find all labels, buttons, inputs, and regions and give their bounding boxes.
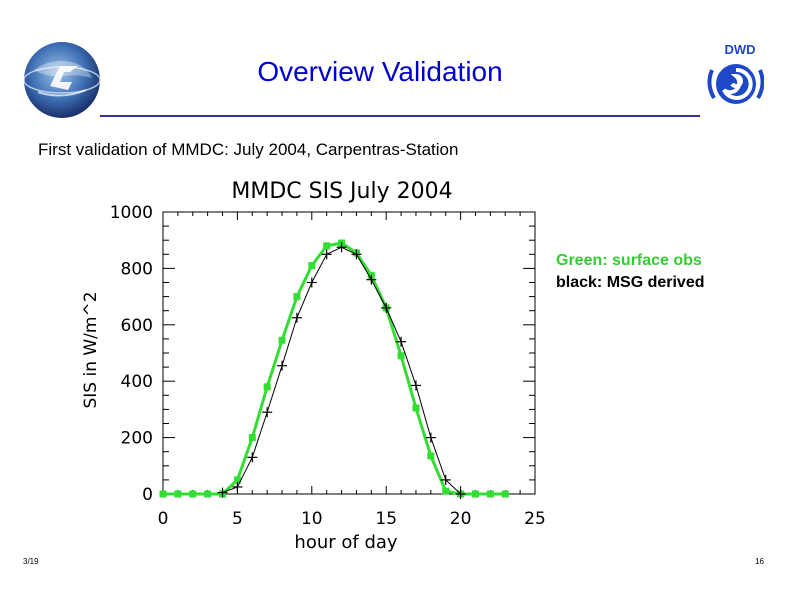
- data-point: [323, 242, 331, 250]
- series-line: [222, 246, 461, 495]
- data-point: [471, 490, 479, 498]
- footer-page-number: 16: [755, 557, 764, 566]
- data-point: [278, 336, 286, 344]
- y-tick-label: 200: [121, 429, 153, 449]
- data-point: [263, 383, 271, 391]
- data-point: [427, 452, 435, 460]
- footer-date: 3/19: [23, 557, 39, 566]
- data-point: [366, 274, 377, 285]
- legend-black: black: MSG derived: [556, 274, 705, 291]
- series-line: [163, 241, 506, 496]
- data-point: [486, 490, 494, 498]
- y-axis-label: SIS in W/m^2: [81, 291, 101, 408]
- svg-text:DWD: DWD: [724, 42, 755, 57]
- y-tick-label: 400: [121, 372, 153, 392]
- data-point: [174, 490, 182, 498]
- page-subtitle: First validation of MMDC: July 2004, Car…: [38, 140, 459, 159]
- series-MSG-derived: [217, 242, 466, 499]
- data-point: [440, 474, 451, 485]
- data-point: [455, 489, 466, 499]
- data-point: [412, 404, 420, 412]
- data-point: [248, 434, 256, 442]
- data-point: [410, 380, 421, 391]
- data-point: [233, 476, 241, 484]
- data-point: [232, 481, 243, 492]
- data-point: [396, 336, 407, 347]
- data-point: [442, 487, 450, 495]
- y-tick-label: 0: [142, 485, 153, 505]
- data-point: [381, 302, 392, 313]
- x-tick-label: 10: [301, 509, 323, 529]
- data-point: [351, 249, 362, 260]
- y-tick-label: 600: [121, 316, 153, 336]
- data-point: [306, 277, 317, 288]
- chart-legend: Green: surface obs black: MSG derived: [556, 250, 705, 294]
- data-point: [321, 249, 332, 260]
- x-tick-label: 15: [375, 509, 397, 529]
- data-point: [277, 360, 288, 371]
- x-tick-label: 20: [450, 509, 472, 529]
- x-tick-label: 25: [524, 509, 546, 529]
- globe-icon: [24, 42, 100, 118]
- x-tick-label: 5: [232, 509, 243, 529]
- data-point: [247, 452, 258, 463]
- dwd-logo: DWD: [707, 42, 764, 104]
- plot-frame: [162, 211, 536, 495]
- legend-green: Green: surface obs: [556, 252, 702, 269]
- data-point: [217, 487, 228, 498]
- x-axis-label: hour of day: [294, 532, 397, 553]
- data-point: [204, 490, 212, 498]
- data-point: [336, 242, 347, 253]
- page-title: Overview Validation: [257, 56, 503, 87]
- x-tick-label: 0: [158, 509, 169, 529]
- data-point: [159, 490, 167, 498]
- data-point: [262, 407, 273, 418]
- y-tick-label: 800: [121, 259, 153, 279]
- data-point: [308, 262, 316, 270]
- data-point: [425, 432, 436, 443]
- saf-logo: [23, 42, 101, 118]
- y-tick-label: 1000: [110, 203, 153, 223]
- series-surface-obs: [159, 239, 509, 498]
- data-point: [189, 490, 197, 498]
- data-point: [397, 352, 405, 360]
- title-divider: [100, 115, 700, 117]
- data-point: [291, 312, 302, 323]
- data-point: [501, 490, 509, 498]
- chart-title: MMDC SIS July 2004: [231, 179, 452, 204]
- data-point: [293, 293, 301, 301]
